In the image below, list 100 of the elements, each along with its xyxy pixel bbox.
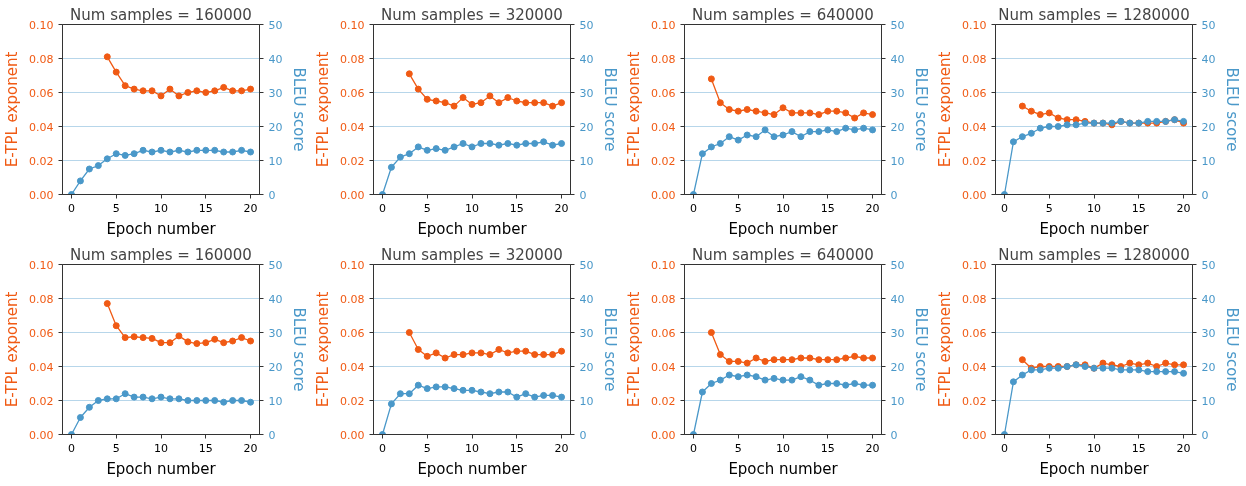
y2-tick-label: 0	[268, 188, 276, 202]
chart-title: Num samples = 1280000	[998, 245, 1190, 264]
y-tick-label: 0.08	[340, 292, 365, 306]
y-tick-label: 0.04	[29, 360, 54, 374]
y2-tick-label: 0	[1201, 428, 1209, 442]
y-tick-label: 0.08	[651, 52, 676, 66]
x-tick-label: 5	[734, 441, 742, 455]
x-tick-label: 10	[154, 201, 168, 215]
x-tick-label: 15	[1131, 441, 1146, 455]
y2-tick-label: 10	[890, 394, 905, 408]
y2-tick-label: 40	[579, 292, 594, 306]
y2-axis-title: BLEU score	[290, 67, 309, 152]
y-tick-label: 0.04	[29, 120, 54, 134]
x-tick-label: 20	[1176, 201, 1191, 215]
y2-tick-label: 50	[890, 18, 905, 32]
x-tick-label: 5	[112, 441, 120, 455]
y-tick-label: 0.06	[29, 326, 54, 340]
x-tick-label: 10	[1087, 441, 1101, 455]
x-tick-label: 0	[1000, 201, 1008, 215]
y-axis-title: E-TPL exponent	[936, 51, 955, 168]
x-tick-label: 10	[465, 441, 479, 455]
y2-tick-label: 50	[890, 258, 905, 272]
y-axis-title: E-TPL exponent	[3, 51, 22, 168]
y-tick-label: 0.06	[962, 86, 987, 100]
y2-tick-label: 10	[1201, 154, 1216, 168]
y-tick-label: 0.06	[651, 326, 676, 340]
y-tick-label: 0.08	[340, 52, 365, 66]
y-tick-label: 0.02	[29, 394, 54, 408]
y2-tick-label: 10	[268, 154, 283, 168]
y2-tick-label: 30	[268, 326, 283, 340]
y-axis-title: E-TPL exponent	[625, 51, 644, 168]
y-tick-label: 0.08	[651, 292, 676, 306]
y-axis-title: E-TPL exponent	[3, 291, 22, 408]
y2-tick-label: 40	[1201, 52, 1216, 66]
y2-tick-label: 20	[579, 360, 594, 374]
y2-tick-label: 30	[890, 326, 905, 340]
y2-tick-label: 20	[268, 360, 283, 374]
y-tick-label: 0.00	[340, 428, 365, 442]
y-tick-label: 0.00	[651, 188, 676, 202]
chart-title: Num samples = 160000	[70, 5, 252, 24]
y2-tick-label: 20	[1201, 360, 1216, 374]
x-tick-label: 20	[1176, 441, 1191, 455]
x-tick-label: 5	[1045, 201, 1053, 215]
y-tick-label: 0.04	[340, 360, 365, 374]
x-axis-title: Epoch number	[417, 459, 528, 478]
x-axis-title: Epoch number	[728, 459, 839, 478]
chart-title: Num samples = 320000	[381, 5, 563, 24]
x-tick-label: 0	[1000, 441, 1008, 455]
x-tick-label: 10	[154, 441, 168, 455]
y2-axis-title: BLEU score	[912, 307, 931, 392]
y2-tick-label: 20	[890, 120, 905, 134]
y2-tick-label: 0	[890, 428, 898, 442]
y2-axis-title: BLEU score	[601, 307, 620, 392]
y-tick-label: 0.06	[340, 86, 365, 100]
y-tick-label: 0.06	[651, 86, 676, 100]
x-axis-title: Epoch number	[728, 219, 839, 238]
y-tick-label: 0.00	[29, 188, 54, 202]
y-tick-label: 0.02	[29, 154, 54, 168]
x-tick-label: 5	[423, 201, 431, 215]
x-tick-label: 5	[112, 201, 120, 215]
y-tick-label: 0.02	[962, 154, 987, 168]
x-tick-label: 15	[198, 441, 213, 455]
y2-axis-title: BLEU score	[912, 67, 931, 152]
y-tick-label: 0.02	[340, 394, 365, 408]
y-tick-label: 0.04	[962, 120, 987, 134]
y-tick-label: 0.08	[962, 52, 987, 66]
x-tick-label: 15	[509, 441, 524, 455]
y-axis-title: E-TPL exponent	[314, 291, 333, 408]
y2-tick-label: 50	[268, 258, 283, 272]
x-tick-label: 20	[243, 441, 258, 455]
y-tick-label: 0.04	[340, 120, 365, 134]
x-tick-label: 20	[554, 441, 569, 455]
x-tick-label: 5	[734, 201, 742, 215]
y-tick-label: 0.06	[29, 86, 54, 100]
x-tick-label: 10	[465, 201, 479, 215]
y2-tick-label: 50	[579, 258, 594, 272]
x-tick-label: 20	[865, 201, 880, 215]
y2-tick-label: 10	[579, 394, 594, 408]
y2-axis-title: BLEU score	[290, 307, 309, 392]
y2-axis-title: BLEU score	[601, 67, 620, 152]
y2-tick-label: 0	[579, 428, 587, 442]
x-tick-label: 20	[243, 201, 258, 215]
y2-tick-label: 30	[1201, 326, 1216, 340]
y2-axis-title: BLEU score	[1223, 67, 1242, 152]
y-tick-label: 0.10	[340, 258, 365, 272]
y2-tick-label: 0	[268, 428, 276, 442]
y2-tick-label: 40	[1201, 292, 1216, 306]
y2-tick-label: 0	[890, 188, 898, 202]
y2-tick-label: 10	[268, 394, 283, 408]
y2-axis-title: BLEU score	[1223, 307, 1242, 392]
chart-title: Num samples = 640000	[692, 245, 874, 264]
y-tick-label: 0.04	[651, 120, 676, 134]
chart-title: Num samples = 160000	[70, 245, 252, 264]
x-tick-label: 0	[67, 441, 75, 455]
y2-tick-label: 50	[579, 18, 594, 32]
chart-title: Num samples = 320000	[381, 245, 563, 264]
y2-tick-label: 40	[890, 52, 905, 66]
x-tick-label: 5	[1045, 441, 1053, 455]
y-tick-label: 0.00	[962, 428, 987, 442]
x-axis-title: Epoch number	[417, 219, 528, 238]
